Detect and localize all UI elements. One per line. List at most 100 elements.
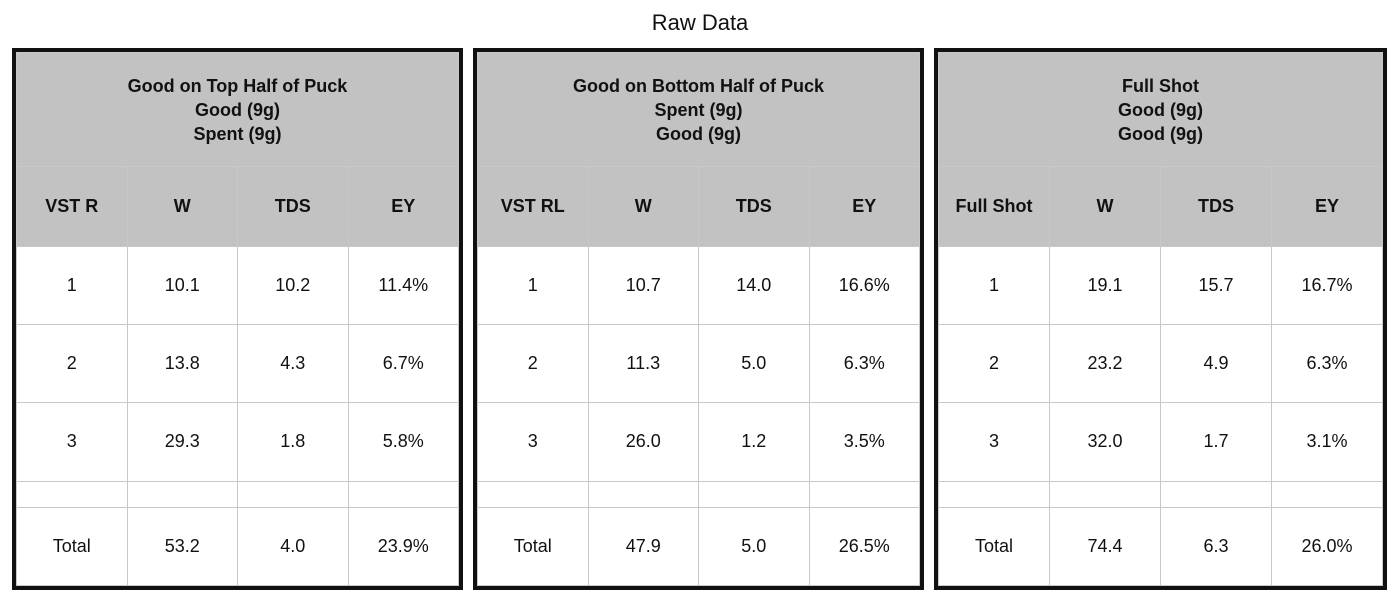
table-title-line: Good (9g)	[1118, 123, 1203, 144]
table-row: 1 19.1 15.7 16.7%	[938, 245, 1383, 326]
table-cell: 1.7	[1160, 402, 1272, 482]
total-cell: Total	[938, 506, 1050, 587]
empty-cell	[347, 480, 459, 508]
table-cell: 1.2	[698, 402, 810, 482]
table-cell: 3.1%	[1271, 402, 1383, 482]
table-cell: 3.5%	[808, 402, 920, 482]
column-header: EY	[1271, 166, 1383, 247]
table-title-line: Good (9g)	[656, 123, 741, 144]
table-cell: 11.4%	[347, 245, 459, 326]
panel-top-half: Good on Top Half of Puck Good (9g) Spent…	[12, 48, 463, 590]
column-header: EY	[808, 166, 920, 247]
column-header-row: VST RL W TDS EY	[477, 166, 920, 247]
table-row: 2 13.8 4.3 6.7%	[16, 323, 459, 404]
column-header: TDS	[1160, 166, 1272, 247]
table-cell: 3	[938, 402, 1050, 482]
table-cell: 19.1	[1049, 245, 1161, 326]
empty-cell	[808, 480, 920, 508]
total-cell: 47.9	[587, 506, 699, 587]
page-title: Raw Data	[651, 10, 749, 35]
column-header: TDS	[698, 166, 810, 247]
table-cell: 23.2	[1049, 323, 1161, 404]
table-cell: 1	[16, 245, 128, 326]
table-cell: 6.3%	[1271, 323, 1383, 404]
column-header: W	[126, 166, 238, 247]
table-cell: 2	[16, 323, 128, 404]
table-cell: 2	[938, 323, 1050, 404]
table-title-line: Full Shot	[1122, 75, 1199, 96]
spacer-row	[938, 480, 1383, 508]
data-table: Good on Bottom Half of Puck Spent (9g) G…	[477, 51, 920, 587]
total-cell: 74.4	[1049, 506, 1161, 587]
table-cell: 10.2	[237, 245, 349, 326]
empty-cell	[16, 480, 128, 508]
table-title-row: Good on Bottom Half of Puck Spent (9g) G…	[477, 51, 920, 168]
data-table: Full Shot Good (9g) Good (9g) Full Shot …	[938, 51, 1383, 587]
table-cell: 10.7	[587, 245, 699, 326]
total-row: Total 53.2 4.0 23.9%	[16, 506, 459, 587]
total-cell: 53.2	[126, 506, 238, 587]
panel-full-shot: Full Shot Good (9g) Good (9g) Full Shot …	[934, 48, 1387, 590]
table-cell: 16.6%	[808, 245, 920, 326]
table-cell: 4.3	[237, 323, 349, 404]
total-cell: 4.0	[237, 506, 349, 587]
table-row: 3 32.0 1.7 3.1%	[938, 402, 1383, 482]
table-cell: 3	[477, 402, 589, 482]
empty-cell	[1271, 480, 1383, 508]
total-cell: 26.5%	[808, 506, 920, 587]
total-row: Total 74.4 6.3 26.0%	[938, 506, 1383, 587]
table-cell: 3	[16, 402, 128, 482]
table-cell: 1.8	[237, 402, 349, 482]
table-title: Good on Top Half of Puck Good (9g) Spent…	[16, 51, 459, 168]
column-header: VST RL	[477, 166, 589, 247]
table-row: 2 11.3 5.0 6.3%	[477, 323, 920, 404]
empty-cell	[698, 480, 810, 508]
table-row: 3 29.3 1.8 5.8%	[16, 402, 459, 482]
table-row: 1 10.7 14.0 16.6%	[477, 245, 920, 326]
total-row: Total 47.9 5.0 26.5%	[477, 506, 920, 587]
table-title-line: Good on Top Half of Puck	[127, 75, 348, 96]
table-title-row: Full Shot Good (9g) Good (9g)	[938, 51, 1383, 168]
column-header: Full Shot	[938, 166, 1050, 247]
table-cell: 4.9	[1160, 323, 1272, 404]
spacer-row	[477, 480, 920, 508]
column-header-row: Full Shot W TDS EY	[938, 166, 1383, 247]
table-cell: 26.0	[587, 402, 699, 482]
empty-cell	[126, 480, 238, 508]
total-cell: Total	[477, 506, 589, 587]
table-row: 3 26.0 1.2 3.5%	[477, 402, 920, 482]
table-cell: 16.7%	[1271, 245, 1383, 326]
total-cell: 6.3	[1160, 506, 1272, 587]
table-cell: 5.8%	[347, 402, 459, 482]
empty-cell	[1160, 480, 1272, 508]
table-cell: 6.3%	[808, 323, 920, 404]
panel-bottom-half: Good on Bottom Half of Puck Spent (9g) G…	[473, 48, 924, 590]
table-cell: 15.7	[1160, 245, 1272, 326]
table-row: 2 23.2 4.9 6.3%	[938, 323, 1383, 404]
table-title: Full Shot Good (9g) Good (9g)	[938, 51, 1383, 168]
total-cell: 5.0	[698, 506, 810, 587]
table-row: 1 10.1 10.2 11.4%	[16, 245, 459, 326]
empty-cell	[237, 480, 349, 508]
table-title-line: Good on Bottom Half of Puck	[573, 75, 824, 96]
table-cell: 11.3	[587, 323, 699, 404]
data-table: Good on Top Half of Puck Good (9g) Spent…	[16, 51, 459, 587]
table-title-line: Good (9g)	[195, 99, 280, 120]
table-cell: 5.0	[698, 323, 810, 404]
table-cell: 14.0	[698, 245, 810, 326]
table-cell: 2	[477, 323, 589, 404]
empty-cell	[477, 480, 589, 508]
column-header: W	[1049, 166, 1161, 247]
column-header: VST R	[16, 166, 128, 247]
table-title-row: Good on Top Half of Puck Good (9g) Spent…	[16, 51, 459, 168]
table-cell: 1	[938, 245, 1050, 326]
table-title: Good on Bottom Half of Puck Spent (9g) G…	[477, 51, 920, 168]
empty-cell	[1049, 480, 1161, 508]
empty-cell	[938, 480, 1050, 508]
total-cell: 23.9%	[347, 506, 459, 587]
table-cell: 1	[477, 245, 589, 326]
column-header: W	[587, 166, 699, 247]
empty-cell	[587, 480, 699, 508]
column-header: EY	[347, 166, 459, 247]
